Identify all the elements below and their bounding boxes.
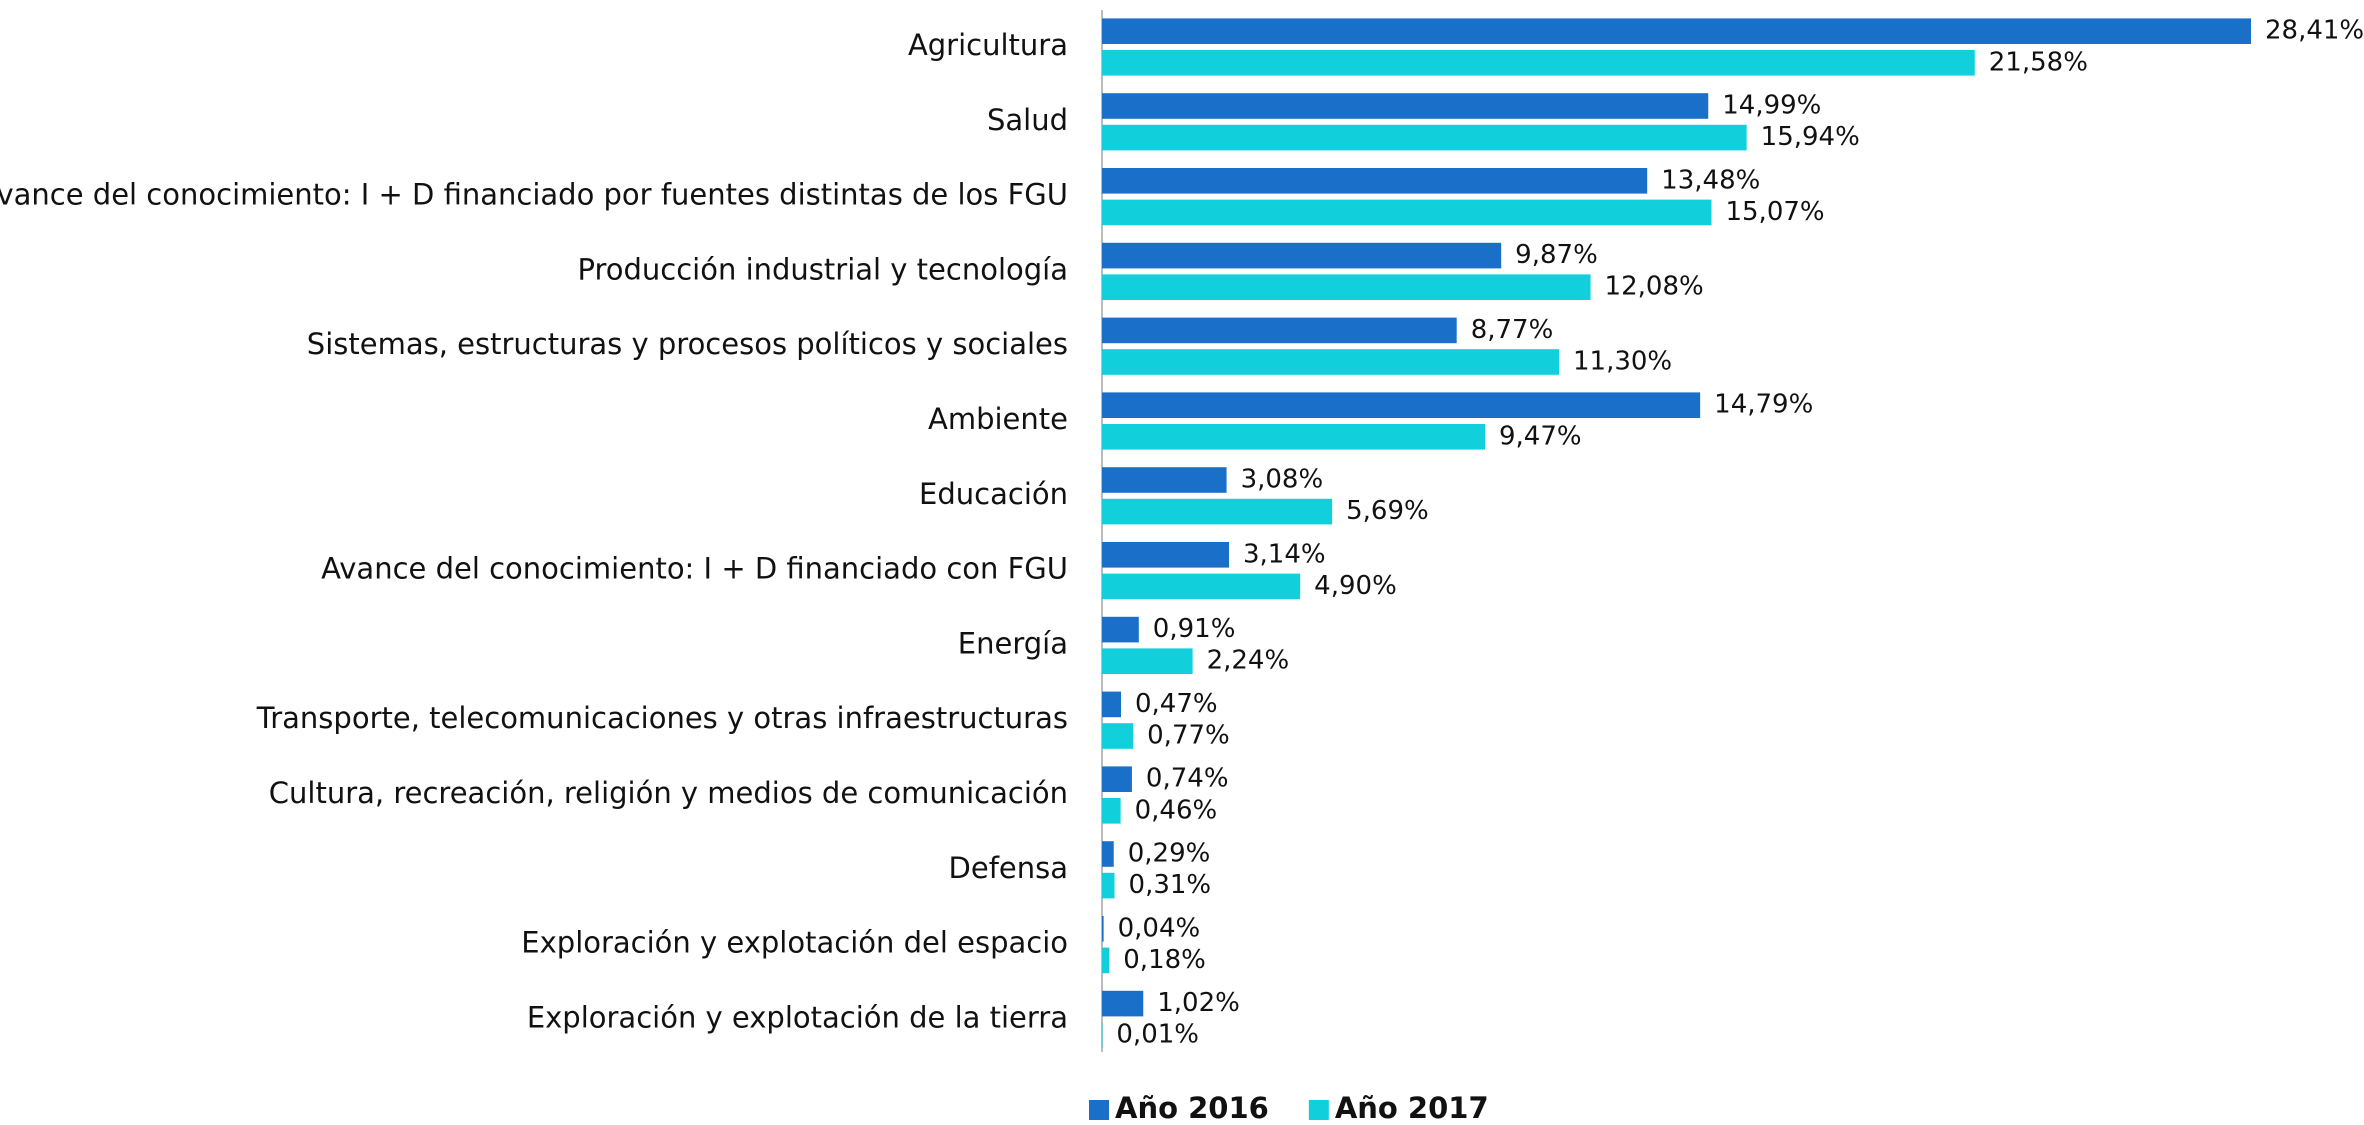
category-label: Avance del conocimiento: I + D financiad…: [0, 178, 1068, 212]
value-label: 0,46%: [1135, 795, 1218, 825]
bar: [1102, 168, 1648, 194]
bar: [1102, 841, 1114, 867]
bar: [1102, 424, 1485, 450]
bar: [1102, 18, 2251, 44]
category-label: Energía: [958, 626, 1068, 660]
category-label: Sistemas, estructuras y procesos polític…: [307, 327, 1068, 361]
value-label: 28,41%: [2265, 16, 2364, 46]
bar: [1102, 50, 1975, 76]
value-label: 8,77%: [1471, 315, 1554, 345]
value-label: 15,07%: [1725, 197, 1824, 227]
bar: [1102, 274, 1591, 300]
category-label: Cultura, recreación, religión y medios d…: [269, 776, 1068, 810]
value-label: 2,24%: [1207, 646, 1290, 676]
bar: [1102, 766, 1132, 792]
bar: [1102, 199, 1712, 226]
bar: [1102, 648, 1193, 674]
category-label: Educación: [919, 477, 1068, 511]
value-label: 0,04%: [1118, 913, 1201, 943]
bar: [1102, 916, 1104, 942]
bar: [1102, 691, 1122, 718]
value-label: 11,30%: [1573, 347, 1672, 377]
bar: [1102, 392, 1701, 418]
value-label: 9,87%: [1515, 240, 1598, 270]
bar: [1102, 872, 1115, 899]
legend-swatch: [1089, 1100, 1109, 1120]
category-label: Producción industrial y tecnología: [577, 252, 1068, 286]
value-label: 0,31%: [1129, 870, 1212, 900]
bar: [1102, 947, 1110, 974]
category-label: Agricultura: [908, 28, 1068, 62]
category-label: Exploración y explotación de la tierra: [527, 1000, 1068, 1034]
value-label: 4,90%: [1314, 571, 1397, 601]
value-label: 5,69%: [1346, 496, 1429, 526]
value-label: 15,94%: [1761, 122, 1860, 152]
value-label: 3,08%: [1241, 465, 1324, 495]
category-label: Avance del conocimiento: I + D financiad…: [321, 552, 1068, 586]
bar: [1102, 124, 1747, 151]
value-label: 14,79%: [1714, 390, 1813, 420]
bar: [1102, 573, 1301, 600]
value-label: 0,91%: [1153, 614, 1236, 644]
bar: [1102, 616, 1139, 643]
value-label: 0,29%: [1128, 839, 1211, 869]
category-label: Transporte, telecomunicaciones y otras i…: [256, 701, 1068, 735]
category-label: Salud: [987, 103, 1068, 137]
bar: [1102, 723, 1134, 749]
category-label: Exploración y explotación del espacio: [521, 926, 1068, 960]
legend-label: Año 2016: [1115, 1091, 1269, 1125]
value-label: 3,14%: [1243, 539, 1326, 569]
value-label: 14,99%: [1722, 91, 1821, 121]
bar: [1102, 317, 1457, 344]
bar: [1102, 93, 1709, 119]
value-label: 12,08%: [1605, 272, 1704, 302]
bar: [1102, 498, 1333, 525]
value-label: 0,01%: [1116, 1020, 1199, 1050]
value-label: 13,48%: [1661, 165, 1760, 195]
value-label: 21,58%: [1989, 47, 2088, 77]
value-label: 0,77%: [1147, 721, 1230, 751]
value-label: 0,18%: [1123, 945, 1206, 975]
legend-label: Año 2017: [1335, 1091, 1489, 1125]
bar: [1102, 349, 1560, 375]
category-label: Defensa: [949, 851, 1068, 885]
value-label: 1,02%: [1157, 988, 1240, 1018]
bar: [1102, 990, 1144, 1017]
bar: [1102, 467, 1227, 493]
value-label: 0,47%: [1135, 689, 1218, 719]
bar: [1102, 798, 1121, 824]
bar: [1102, 542, 1229, 568]
category-label: Ambiente: [928, 402, 1068, 436]
legend-swatch: [1308, 1100, 1329, 1120]
bar: [1102, 242, 1502, 269]
value-label: 9,47%: [1499, 421, 1582, 451]
value-label: 0,74%: [1146, 764, 1229, 794]
